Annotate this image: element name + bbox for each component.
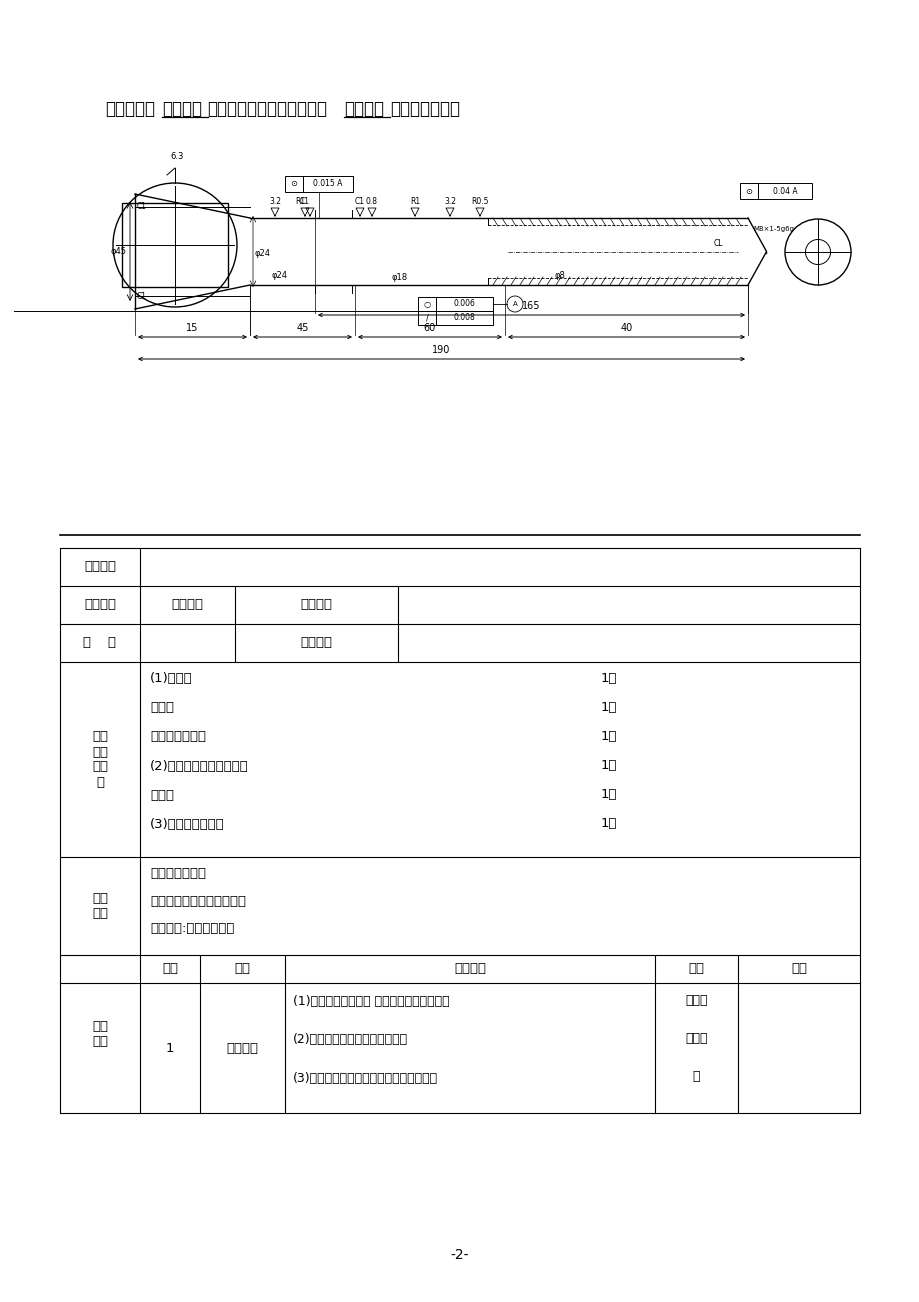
Text: 备注: 备注 xyxy=(790,962,806,975)
Text: 0.015 A: 0.015 A xyxy=(313,180,342,189)
Text: 工序的设计计算: 工序的设计计算 xyxy=(390,100,460,118)
Text: 时间: 时间 xyxy=(687,962,704,975)
Text: 课程设: 课程设 xyxy=(685,993,707,1006)
Text: 序号: 序号 xyxy=(162,962,177,975)
Text: C1: C1 xyxy=(137,292,147,301)
Text: C1: C1 xyxy=(137,202,147,211)
Text: A: A xyxy=(512,301,516,307)
Text: φ24: φ24 xyxy=(255,249,271,258)
Text: 生产纲领：单件小批量生产: 生产纲领：单件小批量生产 xyxy=(150,894,245,907)
Text: 3.2: 3.2 xyxy=(268,197,280,206)
Bar xyxy=(285,176,353,191)
Text: φ18: φ18 xyxy=(391,273,408,283)
Text: 0.008: 0.008 xyxy=(453,314,474,323)
Text: ○: ○ xyxy=(423,299,430,309)
Text: ⊙: ⊙ xyxy=(744,186,752,195)
Text: 连杆螺钉: 连杆螺钉 xyxy=(344,100,384,118)
Text: 6.3: 6.3 xyxy=(170,152,184,161)
Text: R1: R1 xyxy=(295,197,305,206)
Bar xyxy=(739,184,811,199)
Text: 零件图: 零件图 xyxy=(150,702,174,715)
Text: 1份: 1份 xyxy=(600,818,617,831)
Text: 190: 190 xyxy=(432,345,450,355)
Text: 1张: 1张 xyxy=(600,700,617,713)
Text: 0.8: 0.8 xyxy=(366,197,378,206)
Text: 零件的机械加工工艺规程及: 零件的机械加工工艺规程及 xyxy=(208,100,327,118)
Text: 专业班级: 专业班级 xyxy=(301,599,332,612)
Bar xyxy=(121,203,228,286)
Text: 0.006: 0.006 xyxy=(452,299,474,309)
Text: /: / xyxy=(425,314,428,323)
Text: φ45: φ45 xyxy=(111,247,127,256)
Text: (1)毛坯图: (1)毛坯图 xyxy=(150,672,193,685)
Text: 1: 1 xyxy=(165,1042,174,1055)
Text: 行: 行 xyxy=(692,1070,699,1083)
Text: M8×1-5g6g: M8×1-5g6g xyxy=(752,227,793,232)
Text: C1: C1 xyxy=(300,197,310,206)
Text: R0.5: R0.5 xyxy=(471,197,488,206)
Text: 40: 40 xyxy=(619,323,632,333)
Text: 生产条件:金工车间加工: 生产条件:金工车间加工 xyxy=(150,922,234,935)
Text: -2-: -2- xyxy=(450,1249,469,1262)
Text: 起止时间: 起止时间 xyxy=(301,637,332,650)
Text: ⊙: ⊙ xyxy=(290,180,297,189)
Text: (1)阅读、研究任务书 明确设计内容和要求。: (1)阅读、研究任务书 明确设计内容和要求。 xyxy=(292,995,449,1008)
Text: (2)机械加工工艺规程卡片: (2)机械加工工艺规程卡片 xyxy=(150,759,248,772)
Text: 零件－毛坯合图: 零件－毛坯合图 xyxy=(150,730,206,743)
Text: 设计
内容
及要
求: 设计 内容 及要 求 xyxy=(92,730,108,789)
Text: 1张: 1张 xyxy=(600,672,617,685)
Text: 进度
要求: 进度 要求 xyxy=(92,1019,108,1048)
Text: 工序卡: 工序卡 xyxy=(150,789,174,802)
Text: 15: 15 xyxy=(187,323,199,333)
Text: 设计题目：: 设计题目： xyxy=(105,100,154,118)
Text: φ24: φ24 xyxy=(272,272,288,280)
Text: 1套: 1套 xyxy=(600,788,617,801)
Bar xyxy=(417,311,493,326)
Text: 45: 45 xyxy=(296,323,309,333)
Text: 该零件图样一张: 该零件图样一张 xyxy=(150,867,206,880)
Text: (3)课程设计说明书: (3)课程设计说明书 xyxy=(150,818,224,831)
Text: (2)阅读教材和课程设计指导书。: (2)阅读教材和课程设计指导书。 xyxy=(292,1034,408,1047)
Text: 60: 60 xyxy=(424,323,436,333)
Text: 3.2: 3.2 xyxy=(444,197,456,206)
Text: 学生姓名: 学生姓名 xyxy=(84,560,116,573)
Text: CL: CL xyxy=(712,240,722,249)
Text: φ8: φ8 xyxy=(554,272,565,280)
Text: 1张: 1张 xyxy=(600,730,617,743)
Text: 0.04 A: 0.04 A xyxy=(772,186,797,195)
Text: 课程名称: 课程名称 xyxy=(84,599,116,612)
Text: 机械制造: 机械制造 xyxy=(171,599,203,612)
Text: C1: C1 xyxy=(355,197,365,206)
Text: 1张: 1张 xyxy=(600,759,617,772)
Text: 连杆螺钉: 连杆螺钉 xyxy=(162,100,202,118)
Text: 计前进: 计前进 xyxy=(685,1031,707,1044)
Text: 基本要求: 基本要求 xyxy=(453,962,485,975)
Text: 165: 165 xyxy=(522,301,540,311)
Text: (3)准备好绘图工具、设计资料和手册等。: (3)准备好绘图工具、设计资料和手册等。 xyxy=(292,1072,437,1085)
Bar xyxy=(417,297,493,311)
Text: 准备阶段: 准备阶段 xyxy=(226,1042,258,1055)
Text: 地    点: 地 点 xyxy=(84,637,117,650)
Text: 内容: 内容 xyxy=(234,962,250,975)
Text: 设计
参数: 设计 参数 xyxy=(92,892,108,921)
Text: R1: R1 xyxy=(410,197,420,206)
